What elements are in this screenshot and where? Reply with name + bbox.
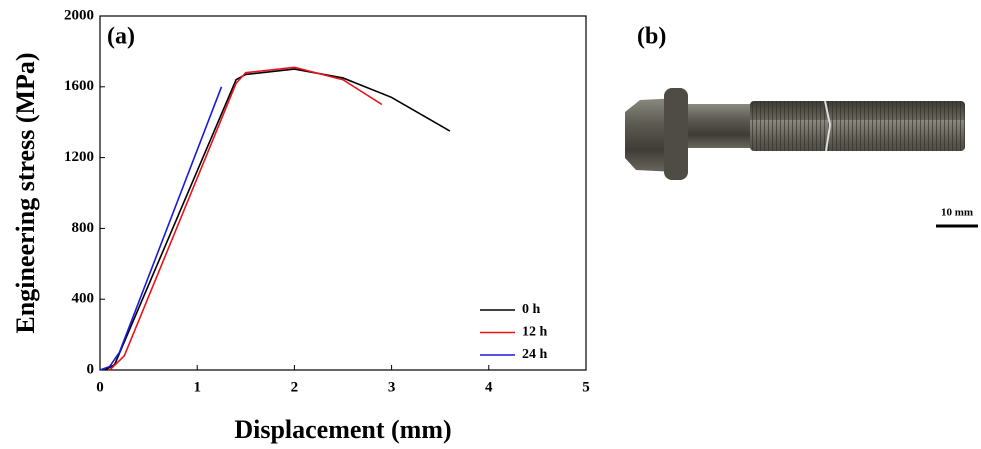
y-tick-label: 400: [72, 291, 95, 307]
data-line: [99, 86, 223, 371]
legend-label: 24 h: [522, 347, 548, 362]
y-tick-label: 2000: [64, 7, 94, 23]
x-axis-label: Displacement (mm): [234, 415, 451, 444]
y-tick-label: 1600: [64, 78, 94, 94]
data-line: [104, 68, 451, 371]
data-line: [109, 66, 383, 371]
x-tick-label: 0: [96, 379, 104, 395]
y-tick-label: 1200: [64, 149, 94, 165]
y-tick-label: 0: [87, 361, 95, 377]
legend-label: 0 h: [522, 302, 541, 317]
y-axis-label: Engineering stress (MPa): [11, 52, 40, 333]
x-tick-label: 5: [582, 379, 590, 395]
x-tick-label: 3: [388, 379, 396, 395]
x-tick-label: 2: [291, 379, 299, 395]
bolt-photo: [625, 88, 965, 180]
scale-bar-label: 10 mm: [941, 207, 973, 219]
legend-label: 12 h: [522, 325, 548, 340]
y-tick-label: 800: [72, 220, 95, 236]
panel-label: (a): [107, 24, 135, 50]
x-tick-label: 1: [193, 379, 201, 395]
x-tick-label: 4: [485, 379, 493, 395]
plot-frame: [99, 15, 587, 371]
panel-label: (b): [637, 24, 666, 50]
